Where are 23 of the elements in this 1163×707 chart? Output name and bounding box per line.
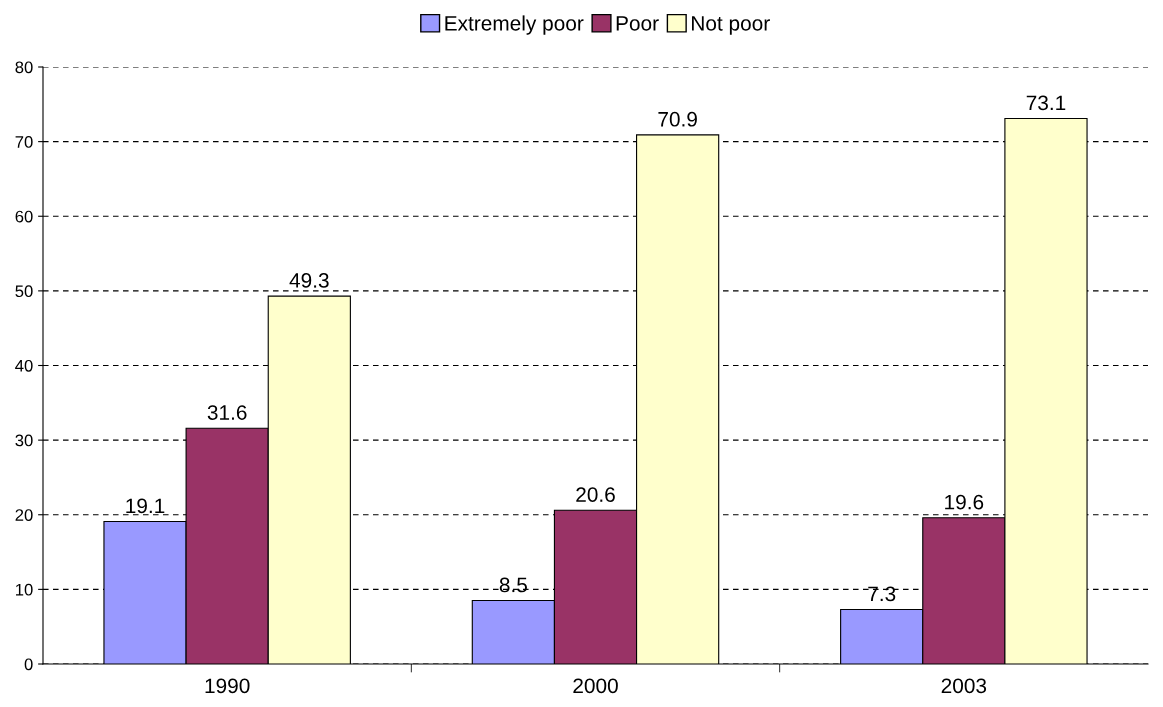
data-label: 49.3 (289, 273, 329, 288)
legend-label: Poor (616, 16, 659, 31)
x-tick-label: 2003 (941, 678, 987, 694)
legend-label: Not poor (692, 16, 770, 35)
y-tick-label: 10 (16, 583, 33, 596)
legend-label: Extremely poor (445, 15, 584, 35)
y-tick-label: 30 (15, 434, 33, 447)
y-tick-label: 60 (15, 210, 33, 223)
y-tick-label: 80 (15, 61, 33, 74)
x-tick-label: 1990 (205, 678, 250, 694)
y-tick-label: 50 (15, 285, 33, 298)
data-label: 19.1 (126, 498, 165, 514)
data-label: 20.6 (576, 487, 615, 502)
y-tick-label: 70 (15, 136, 33, 148)
x-tick-label: 2000 (573, 678, 618, 694)
data-label: 70.9 (658, 111, 697, 127)
y-tick-label: 40 (15, 359, 33, 372)
y-tick-label: 0 (24, 658, 33, 671)
data-label: 19.6 (945, 494, 984, 510)
data-label: 8.5 (499, 577, 527, 593)
data-label: 73.1 (1026, 95, 1066, 111)
data-label: 31.6 (207, 405, 247, 420)
y-tick-label: 20 (15, 509, 33, 521)
